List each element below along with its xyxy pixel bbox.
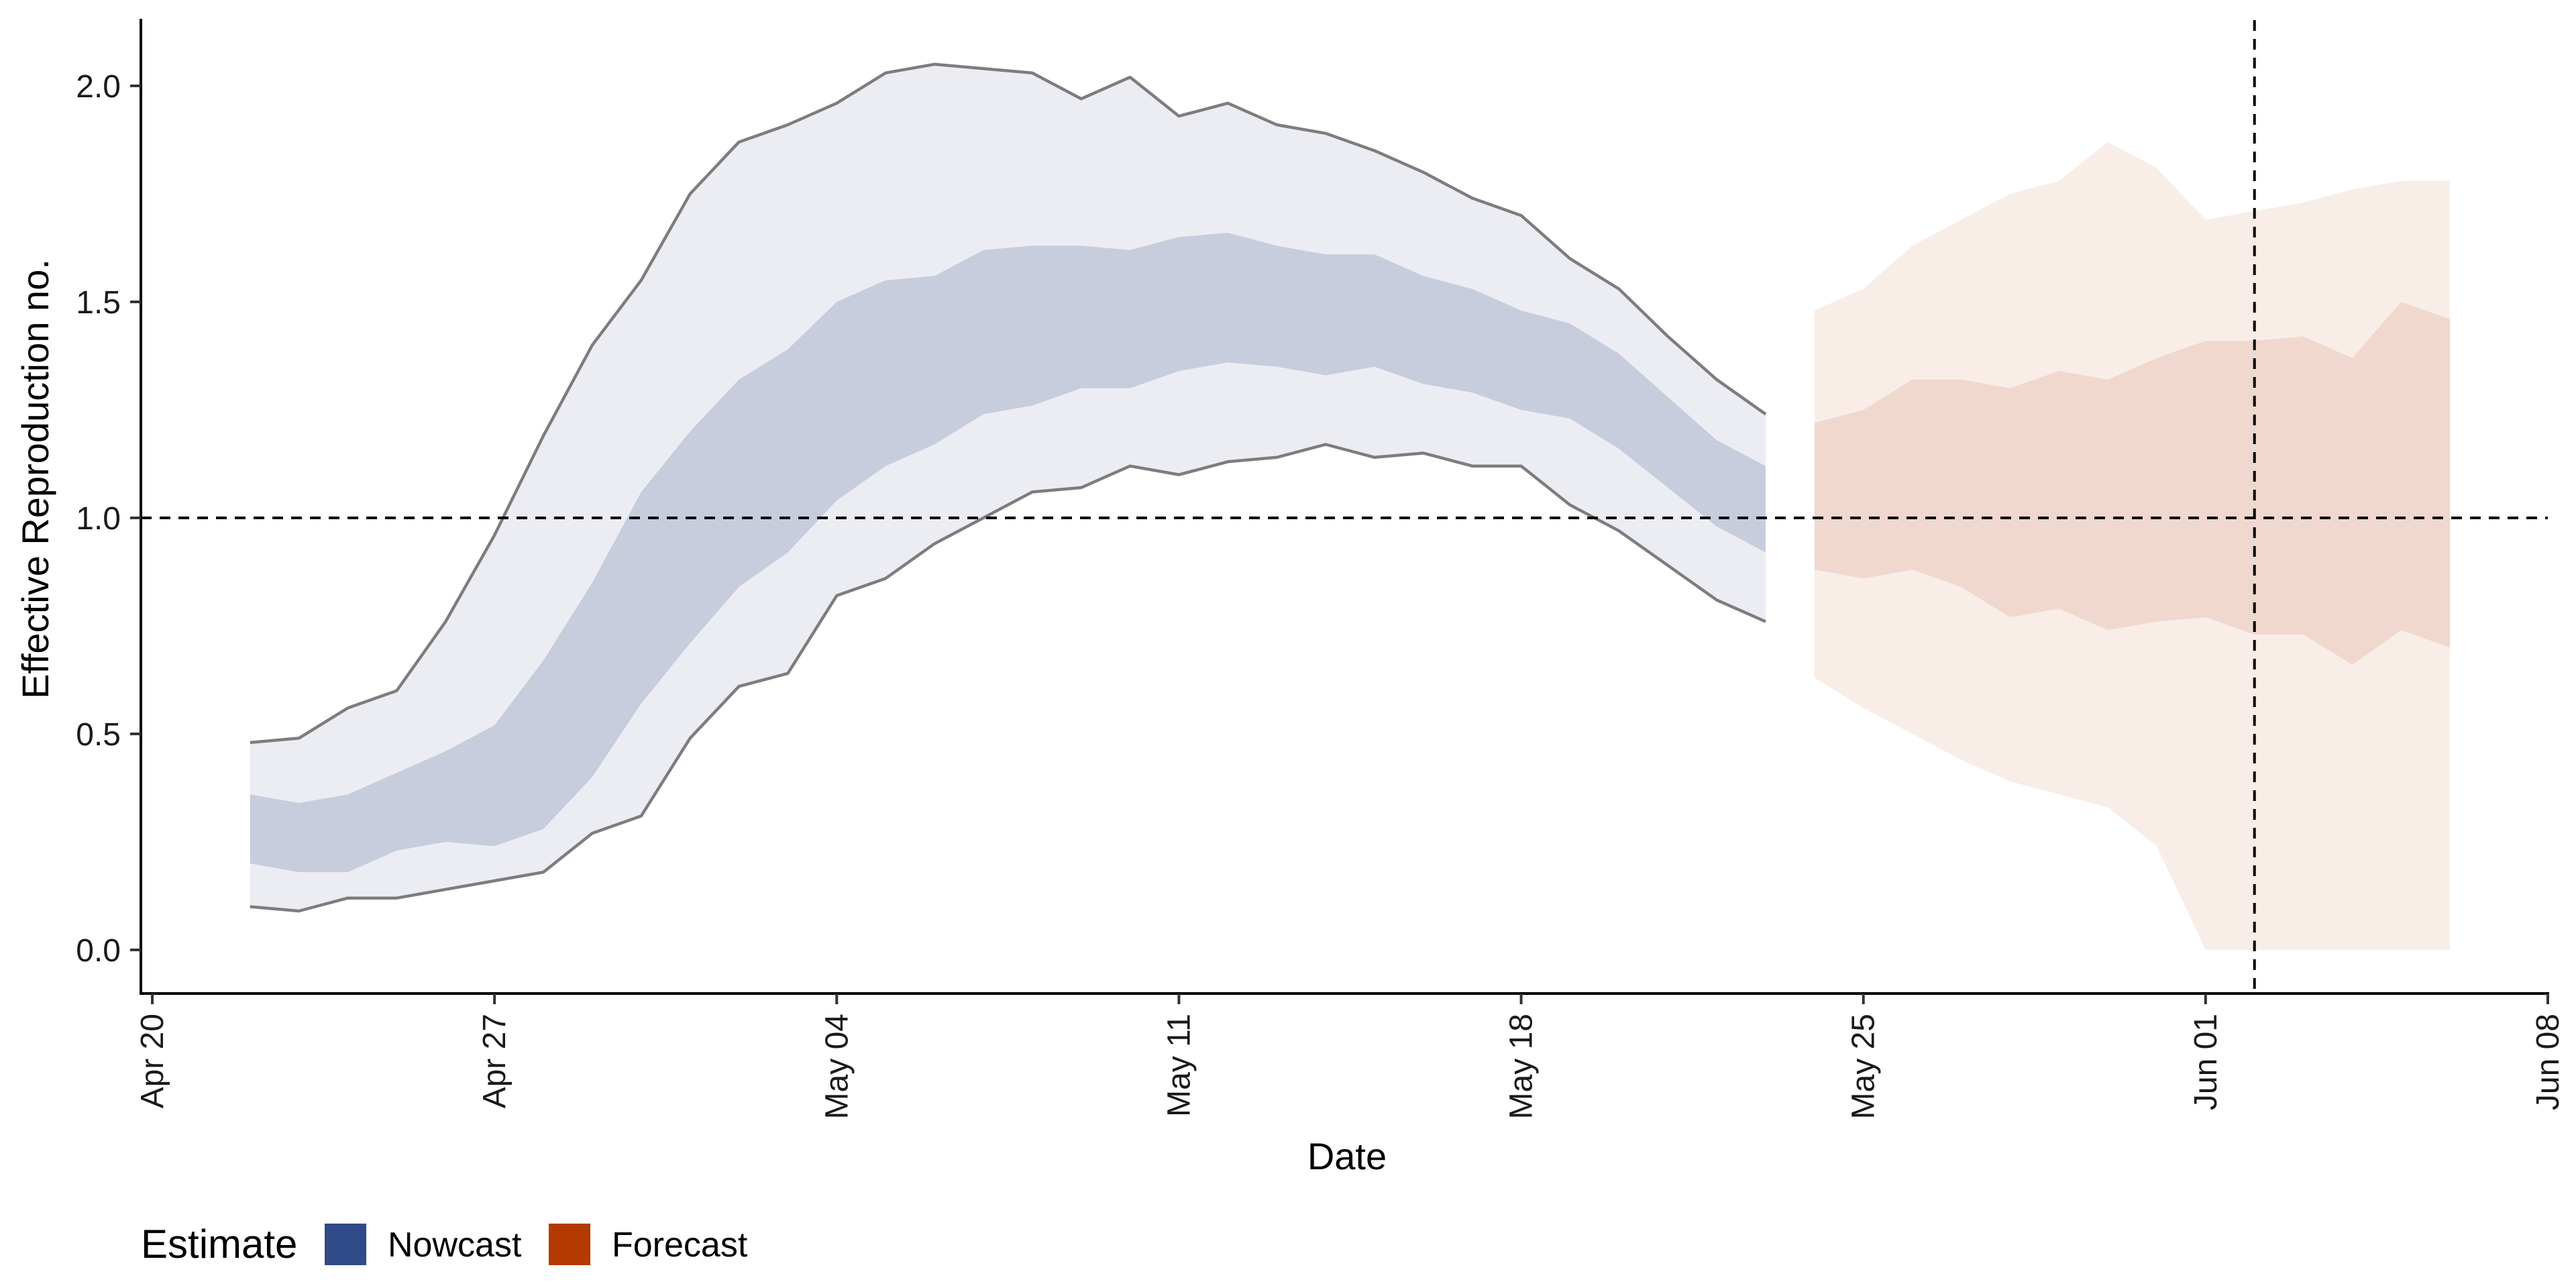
x-tick-label-1: Apr 27: [477, 1014, 513, 1108]
x-tick-label-6: Jun 01: [2188, 1014, 2224, 1110]
y-tick-label-1: 0.5: [76, 717, 121, 753]
y-tick-label-0: 0.0: [76, 933, 121, 969]
x-tick-label-2: May 04: [819, 1014, 855, 1119]
forecast-band-50: [1814, 302, 2451, 665]
legend: Estimate Nowcast Forecast: [141, 1222, 748, 1267]
legend-swatch-nowcast: [325, 1224, 366, 1265]
legend-label-forecast: Forecast: [612, 1226, 748, 1265]
legend-title: Estimate: [141, 1222, 297, 1267]
x-tick-label-0: Apr 20: [135, 1014, 170, 1108]
legend-label-nowcast: Nowcast: [388, 1226, 522, 1265]
y-axis-title: Effective Reproduction no.: [14, 259, 56, 699]
axes-layer: 0.0 0.5 1.0 1.5 2.0 Apr 20 Apr 27 May 04 May 11 M…: [76, 19, 2566, 1119]
legend-swatch-forecast: [549, 1224, 590, 1265]
y-tick-label-3: 1.5: [76, 285, 121, 321]
x-tick-label-3: May 11: [1161, 1014, 1197, 1117]
ribbon-layer: [250, 64, 2451, 951]
y-tick-label-2: 1.0: [76, 501, 121, 537]
y-tick-label-4: 2.0: [76, 69, 121, 105]
reference-line-layer: [141, 20, 2548, 994]
nowcast-band-50: [250, 233, 1766, 873]
x-tick-label-4: May 18: [1504, 1014, 1540, 1119]
x-axis-title: Date: [1307, 1135, 1387, 1177]
x-tick-label-5: May 25: [1846, 1014, 1882, 1119]
nowcast-lower-90-line: [250, 443, 1766, 913]
x-tick-label-7: Jun 08: [2530, 1014, 2566, 1110]
